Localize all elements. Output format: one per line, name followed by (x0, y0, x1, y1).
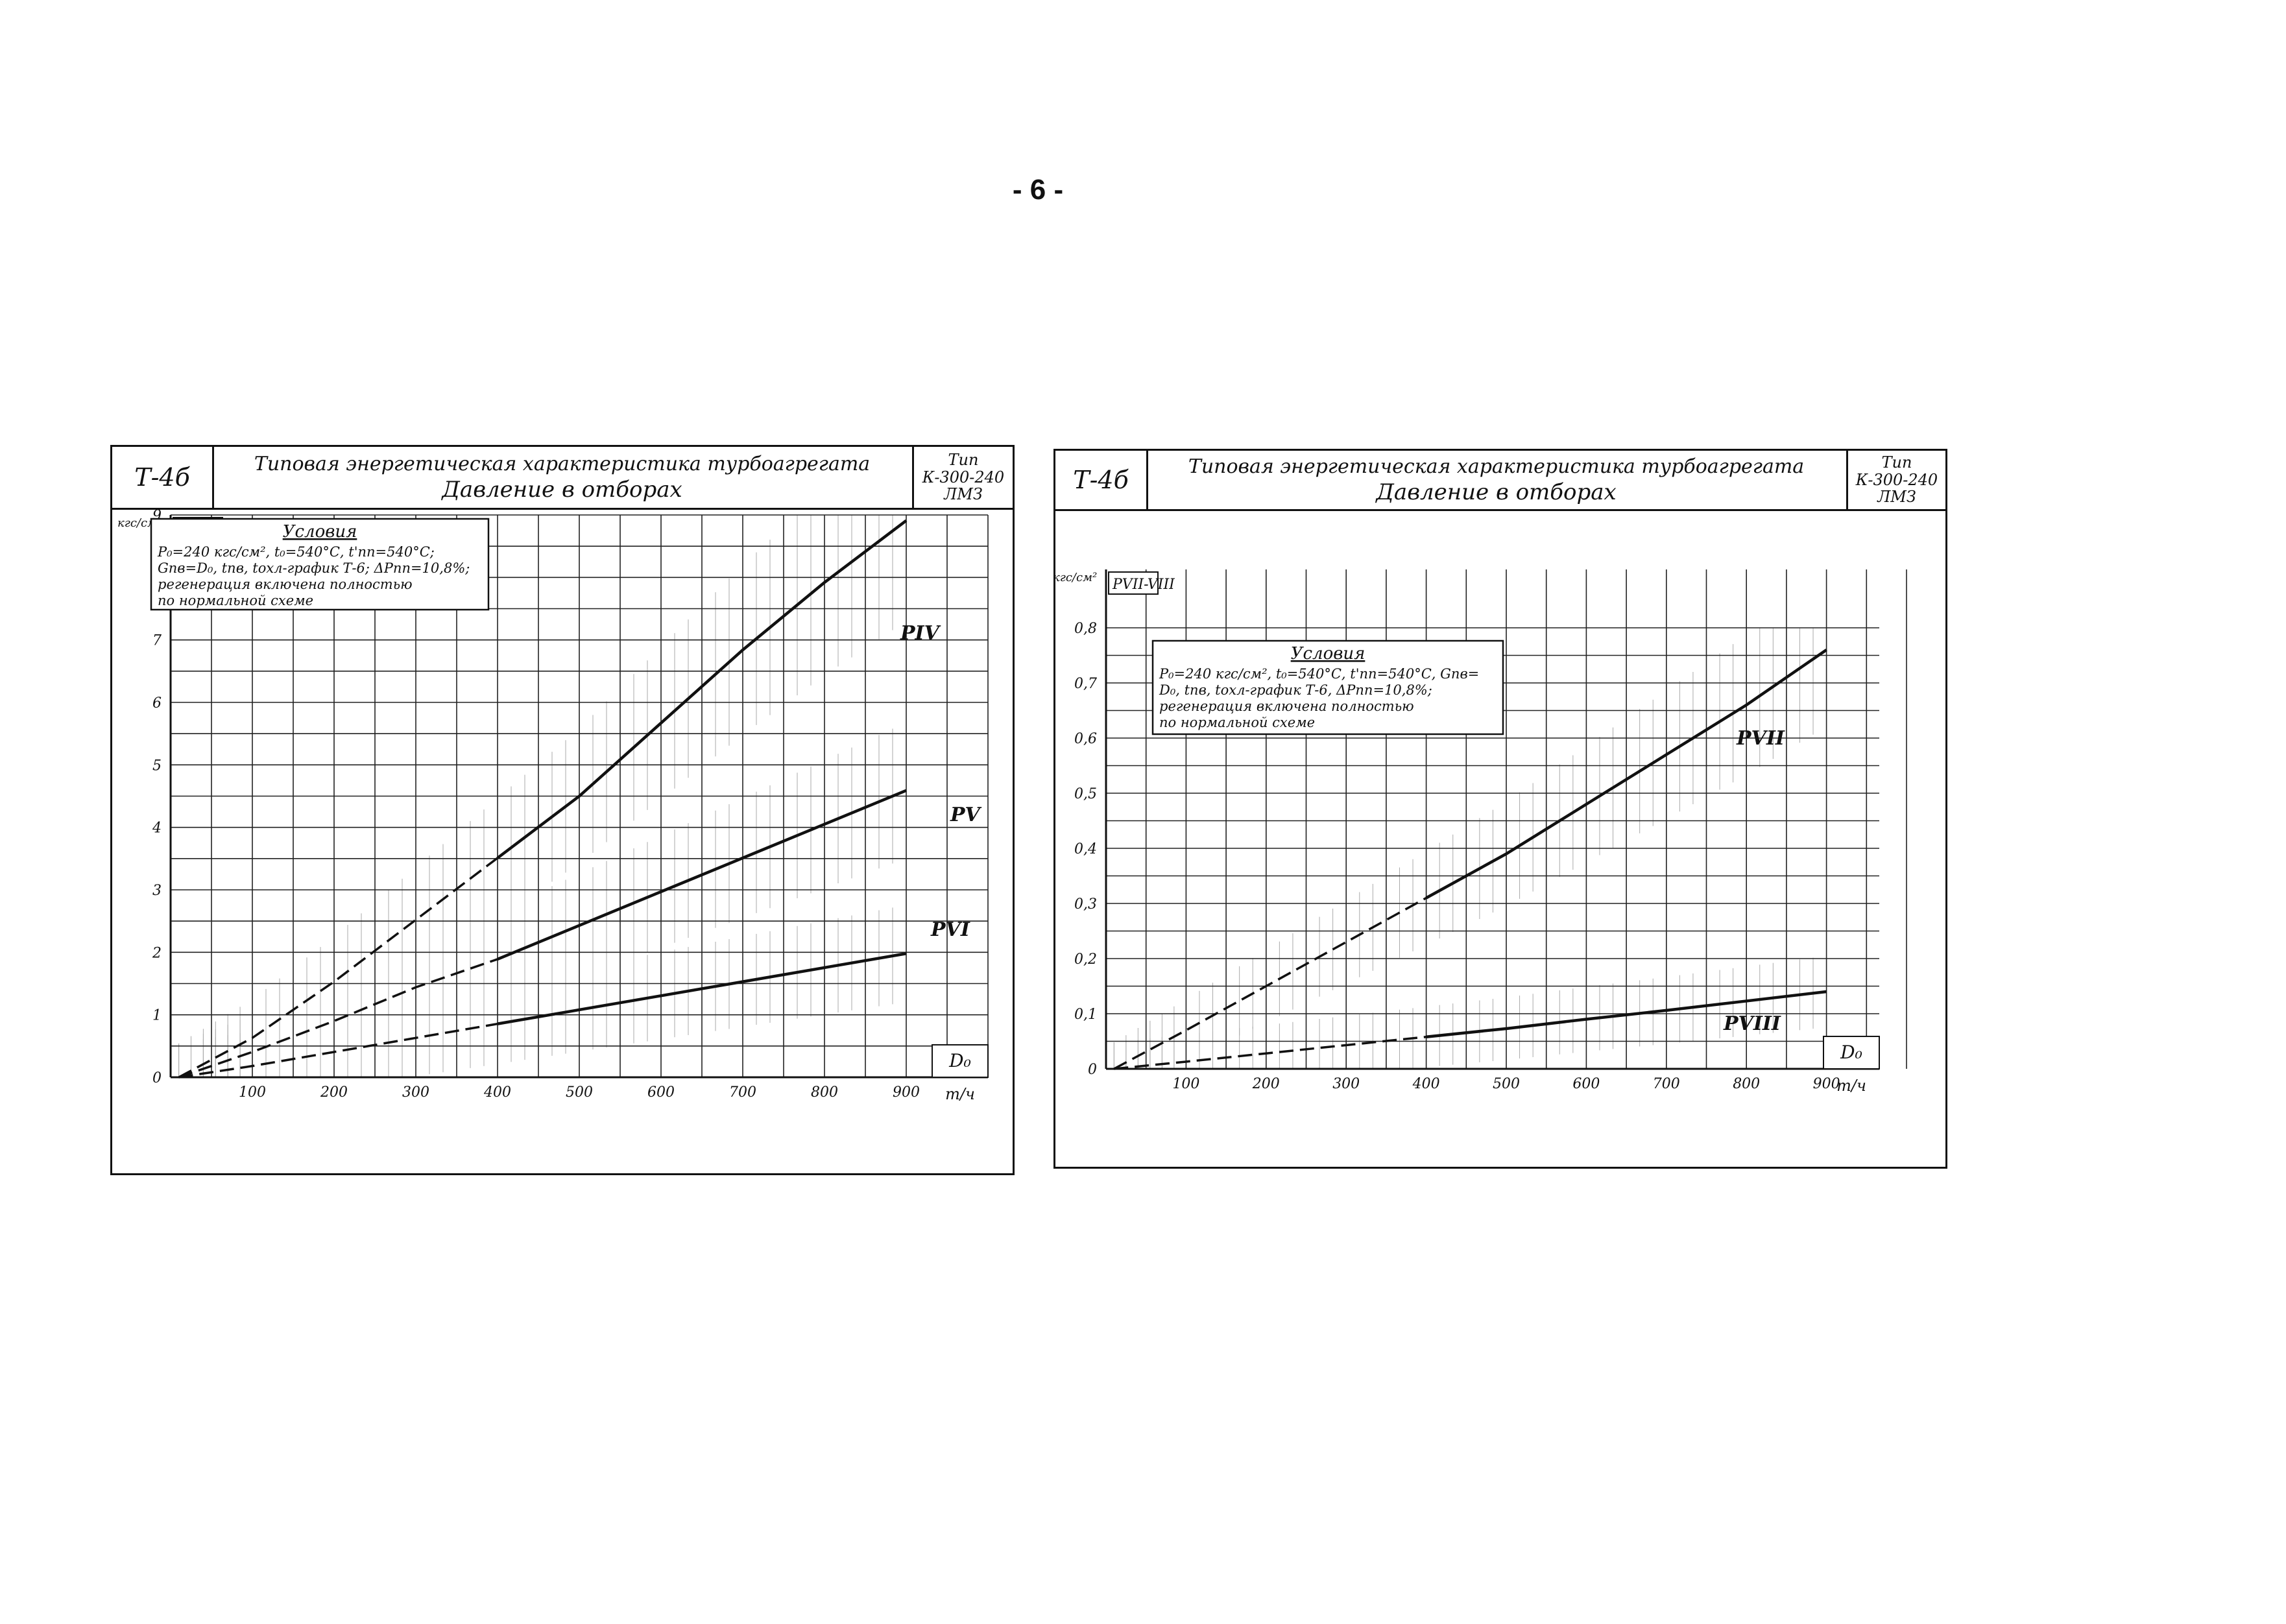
x-tick-label: 100 (1172, 1076, 1199, 1092)
y-tick-label: 6 (152, 695, 162, 711)
type-model: К-300-240 (922, 468, 1005, 486)
x-tick-label: 100 (239, 1084, 266, 1101)
x-tick-label: 800 (811, 1084, 838, 1101)
series-line-pvii-dashed (1113, 896, 1427, 1070)
y-tick-label: 3 (152, 883, 162, 899)
x-axis-name: D₀ (948, 1050, 971, 1071)
conditions-line: регенерация включена полностью (158, 577, 413, 592)
chart-sheet-left: Т-4б Типовая энергетическая характеристи… (110, 445, 1015, 1175)
y-tick-label: 1 (152, 1008, 162, 1024)
series-line-pvi (497, 952, 907, 1025)
conditions-line: регенерация включена полностью (1159, 699, 1414, 714)
y-unit-label: кгс/см² (1055, 571, 1097, 584)
sheet-code: Т-4б (1055, 451, 1148, 509)
x-tick-label: 900 (1813, 1076, 1840, 1092)
turbine-type: Тип К-300-240 ЛМЗ (1848, 451, 1945, 509)
y-tick-label: 0,4 (1074, 841, 1097, 857)
conditions-line: по нормальной схеме (158, 593, 313, 608)
x-tick-label: 600 (647, 1084, 675, 1101)
y-tick-label: 0 (152, 1070, 162, 1086)
series-line-pv (497, 789, 907, 961)
series-line-pviii (1426, 990, 1827, 1038)
y-tick-label: 4 (152, 820, 162, 837)
x-tick-label: 800 (1733, 1076, 1760, 1092)
title-block: Т-4б Типовая энергетическая характеристи… (112, 447, 1013, 510)
turbine-type: Тип К-300-240 ЛМЗ (914, 447, 1013, 508)
page-number: - 6 - (1012, 174, 1064, 206)
conditions-heading: Условия (1291, 644, 1366, 663)
series-label-piv: PIV (900, 622, 941, 645)
title-line-1: Типовая энергетическая характеристика ту… (254, 452, 871, 475)
y-tick-label: 0 (1088, 1062, 1097, 1078)
series-label-pviii: PVIII (1723, 1012, 1781, 1035)
x-axis-name-box (1823, 1036, 1880, 1069)
title-block: Т-4б Типовая энергетическая характеристи… (1055, 451, 1945, 511)
x-tick-label: 500 (1493, 1076, 1520, 1092)
y-tick-label: 0,5 (1074, 786, 1097, 802)
x-tick-label: 400 (1412, 1076, 1440, 1092)
x-tick-label: 700 (1653, 1076, 1680, 1092)
pressure-chart-iv-vi: 0123456789100200300400500600700800900кгс… (117, 510, 989, 1103)
conditions-line: Gпв=D₀, tпв, tохл-график Т-6; ΔPпп=10,8%… (158, 560, 470, 576)
conditions-box (150, 518, 490, 611)
type-maker: ЛМЗ (1877, 488, 1916, 507)
x-tick-label: 300 (1332, 1076, 1360, 1092)
sheet-title: Типовая энергетическая характеристика ту… (212, 447, 914, 508)
x-tick-label: 300 (402, 1084, 429, 1101)
sheet-title: Типовая энергетическая характеристика ту… (1146, 451, 1848, 509)
x-tick-label: 200 (320, 1084, 348, 1101)
conditions-heading: Условия (283, 522, 357, 542)
y-tick-label: 0,2 (1074, 951, 1097, 968)
conditions-line: по нормальной схеме (1159, 715, 1315, 730)
y-tick-label: 0,6 (1074, 731, 1097, 747)
y-tick-label: 0,3 (1074, 896, 1097, 913)
title-line-1: Типовая энергетическая характеристика ту… (1188, 455, 1805, 478)
x-tick-label: 500 (566, 1084, 593, 1101)
x-tick-label: 700 (729, 1084, 756, 1101)
series-label-pvii: PVII (1736, 727, 1785, 750)
x-tick-label: 600 (1572, 1076, 1600, 1092)
conditions-line: D₀, tпв, tохл-график Т-6, ΔPпп=10,8%; (1159, 682, 1432, 698)
y-axis-name-box (1108, 571, 1159, 595)
x-tick-label: 400 (483, 1084, 511, 1101)
type-label: Тип (948, 450, 979, 469)
sheet-code: Т-4б (112, 447, 214, 508)
conditions-line: P₀=240 кгс/см², t₀=540°С, t'пп=540°С; (157, 544, 435, 560)
series-line-pvii (1425, 649, 1827, 900)
series-line-pviii-dashed (1114, 1035, 1426, 1070)
x-unit-label: т/ч (945, 1085, 975, 1103)
pressure-chart-vii-viii: 0 0,1 0,2 0,3 0,4 0,5 0,6 0,7 0,8 100 200 300 400 500… (1055, 569, 1907, 1095)
series-label-pvi: PVI (930, 918, 970, 941)
y-tick-label: 0,8 (1074, 621, 1097, 637)
y-tick-label: 2 (152, 945, 162, 961)
x-axis-name-box (932, 1044, 989, 1078)
series-label-pv: PV (950, 804, 982, 826)
x-axis-name: D₀ (1840, 1042, 1862, 1063)
series-line-pv-dashed (178, 958, 498, 1079)
y-tick-label: 0,7 (1074, 676, 1097, 692)
title-line-2: Давление в отборах (442, 476, 682, 503)
y-axis-name: PVII-VIII (1112, 577, 1175, 593)
type-label: Тип (1881, 453, 1912, 472)
series-line-piv-dashed (178, 857, 499, 1079)
y-tick-label: 5 (152, 758, 162, 774)
y-tick-label: 7 (152, 633, 162, 649)
x-unit-label: т/ч (1836, 1077, 1866, 1095)
x-tick-label: 900 (893, 1084, 920, 1101)
type-maker: ЛМЗ (944, 485, 983, 504)
title-line-2: Давление в отборах (1376, 479, 1617, 505)
type-model: К-300-240 (1855, 470, 1938, 489)
conditions-box (1151, 639, 1504, 735)
conditions-line: P₀=240 кгс/см², t₀=540°С, t'пп=540°С, Gп… (1159, 666, 1479, 682)
x-tick-label: 200 (1252, 1076, 1280, 1092)
series-line-pvi-dashed (178, 1022, 498, 1079)
chart-sheet-right: Т-4б Типовая энергетическая характеристи… (1053, 449, 1947, 1169)
y-tick-label: 0,1 (1074, 1007, 1097, 1023)
series-line-piv (496, 519, 908, 859)
